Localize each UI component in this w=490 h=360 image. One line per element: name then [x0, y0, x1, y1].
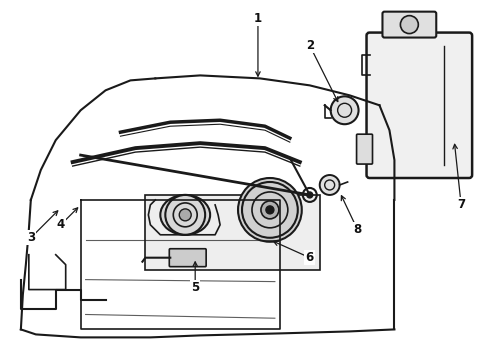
Text: 5: 5	[191, 281, 199, 294]
Text: 7: 7	[457, 198, 465, 211]
Circle shape	[400, 15, 418, 33]
Text: 1: 1	[254, 12, 262, 25]
Text: 3: 3	[27, 231, 35, 244]
FancyBboxPatch shape	[169, 249, 206, 267]
Text: 2: 2	[306, 39, 314, 52]
FancyBboxPatch shape	[367, 32, 472, 178]
Text: 8: 8	[353, 223, 362, 236]
Circle shape	[331, 96, 359, 124]
Circle shape	[307, 192, 313, 198]
Circle shape	[179, 209, 191, 221]
Circle shape	[258, 198, 282, 222]
Circle shape	[266, 206, 274, 214]
Circle shape	[177, 207, 193, 223]
Ellipse shape	[160, 195, 210, 235]
Circle shape	[265, 205, 275, 215]
Circle shape	[165, 195, 205, 235]
FancyBboxPatch shape	[357, 134, 372, 164]
Bar	[146, 195, 319, 270]
Circle shape	[319, 175, 340, 195]
Text: 4: 4	[56, 218, 65, 231]
Circle shape	[242, 182, 298, 238]
Text: 6: 6	[306, 251, 314, 264]
Circle shape	[238, 178, 302, 242]
FancyBboxPatch shape	[383, 12, 436, 37]
Circle shape	[261, 201, 279, 219]
